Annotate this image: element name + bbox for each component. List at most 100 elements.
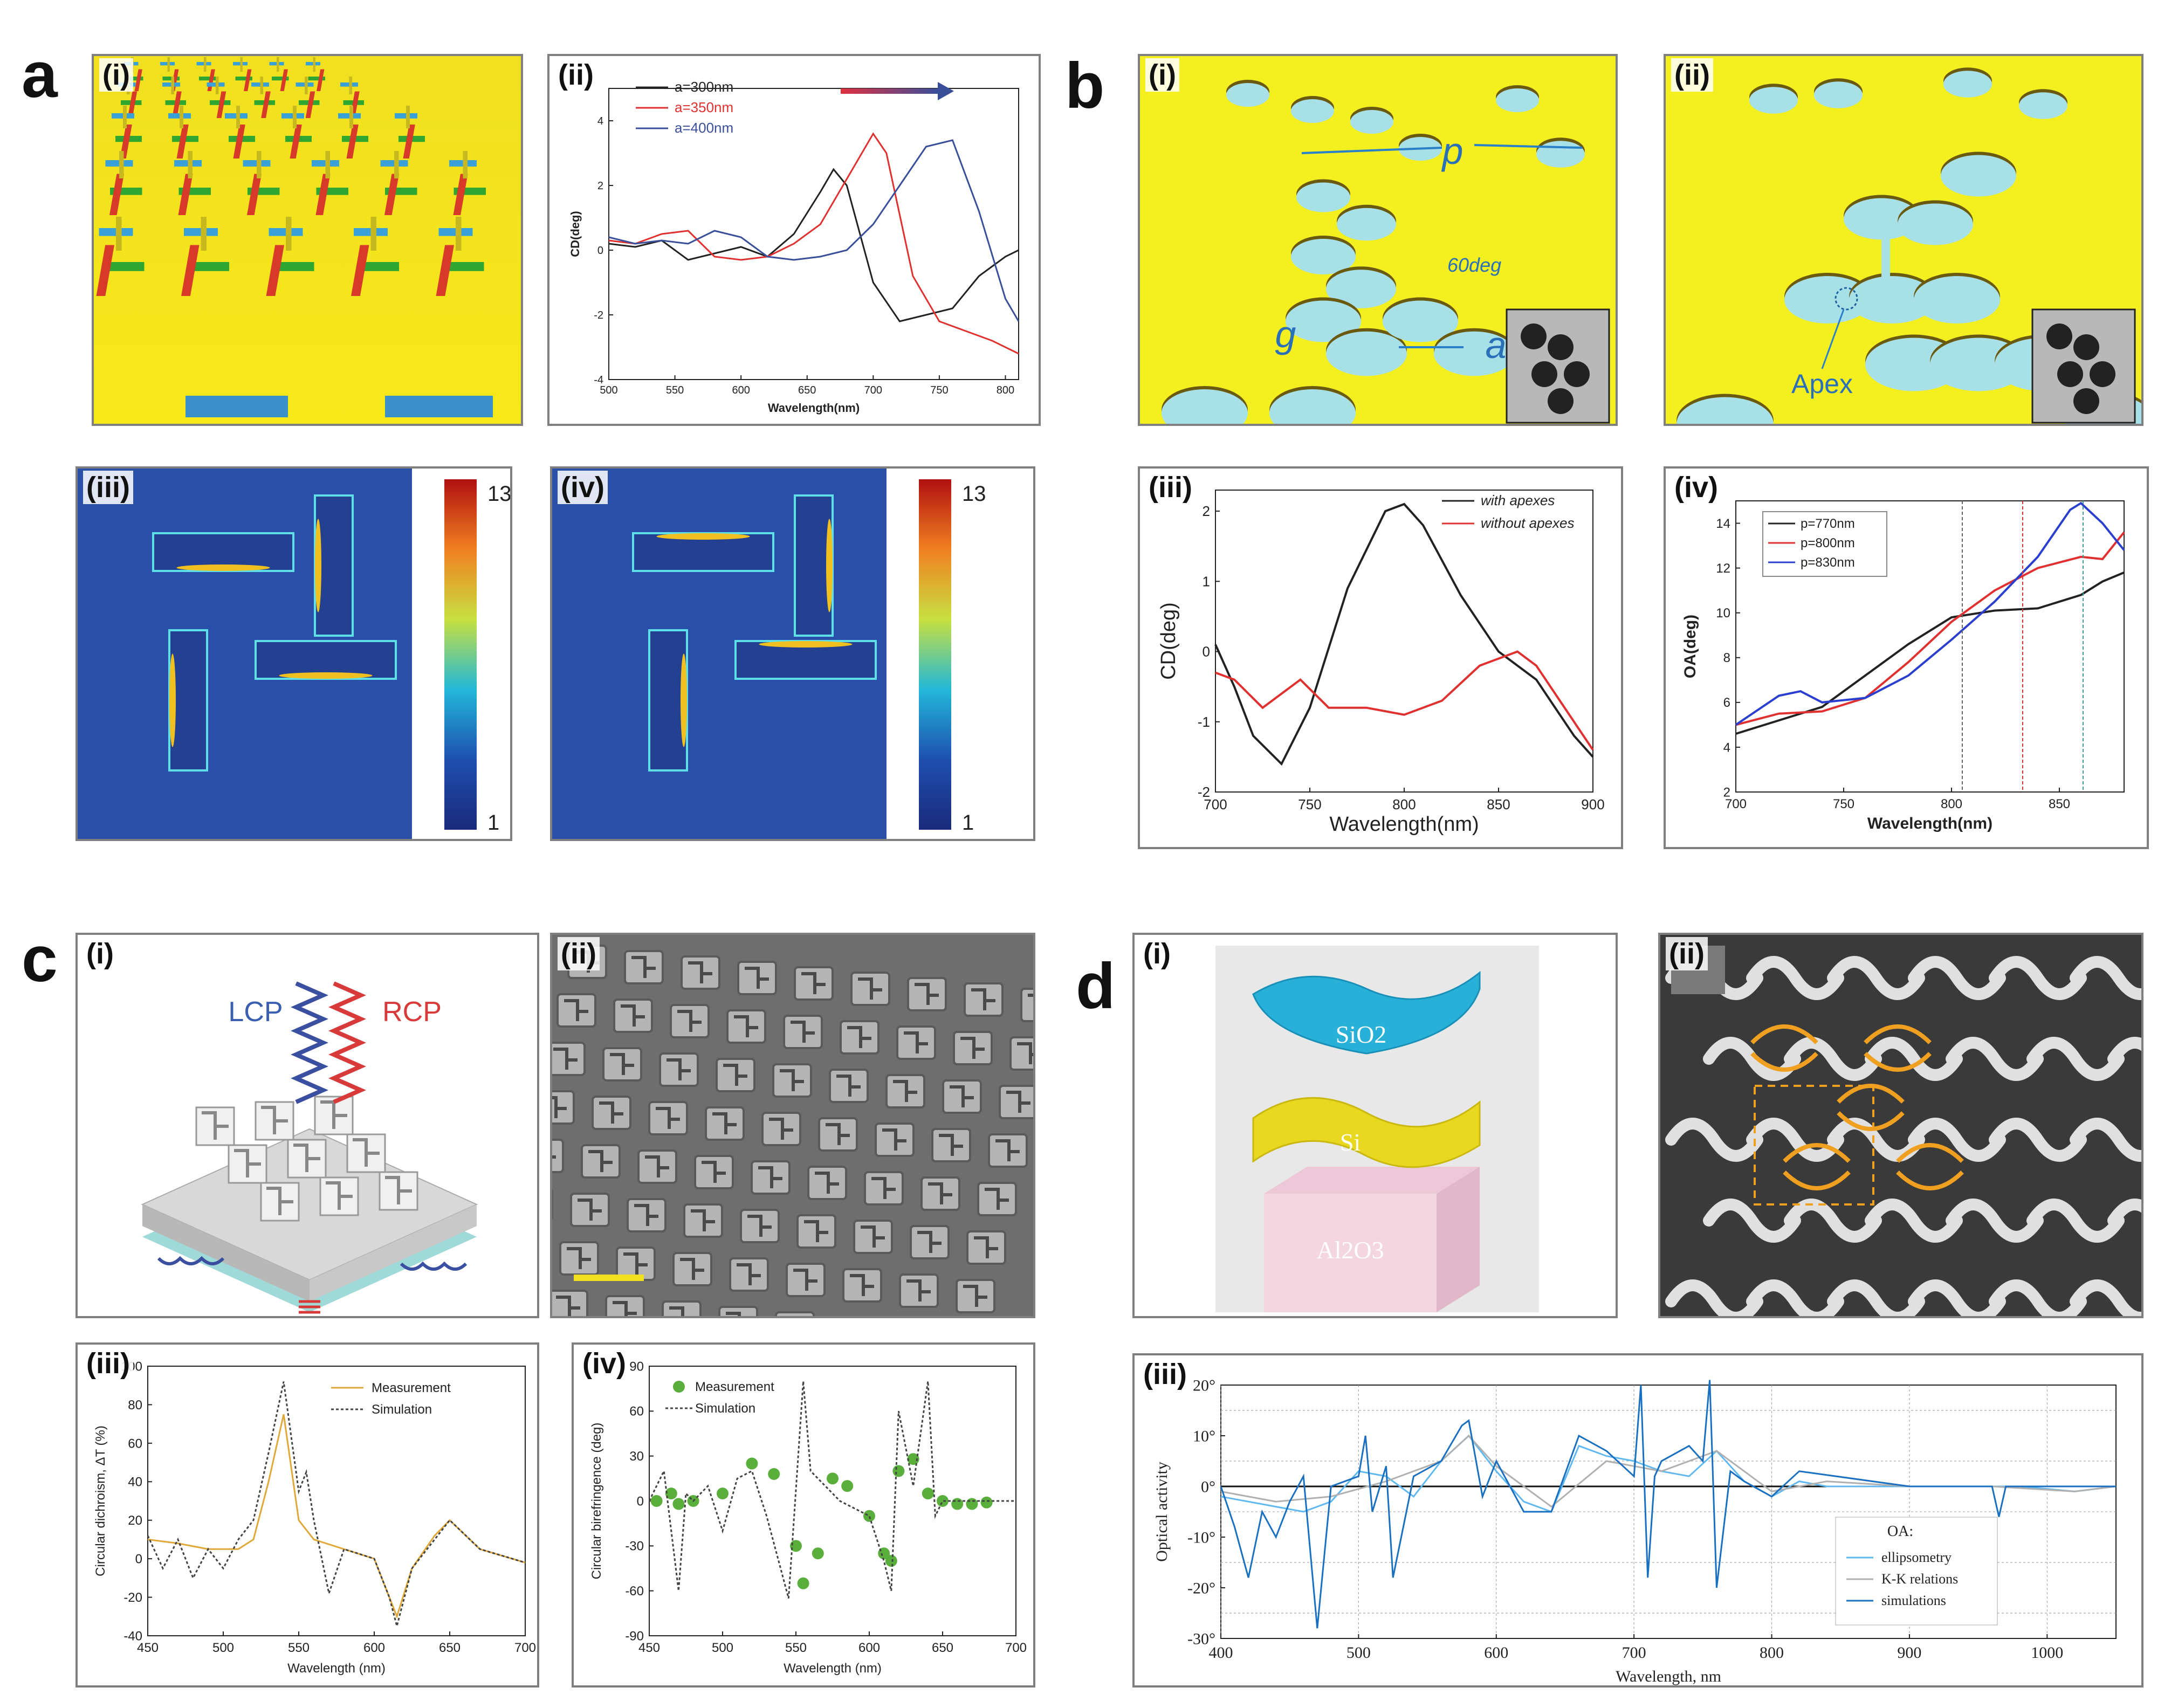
x-tick-label: 500: [1346, 1644, 1371, 1662]
green-bar: [199, 77, 216, 81]
field-map-a-iv: 13 1: [552, 469, 986, 839]
bar-shadow: [116, 217, 122, 251]
legend-entry: Measurement: [695, 1380, 774, 1394]
sem-wave: [1946, 1037, 2044, 1081]
sem-pattern: [645, 1155, 669, 1177]
plot-frame: [1215, 490, 1593, 793]
hole: [1350, 110, 1393, 134]
sem-wave: [2026, 1199, 2125, 1243]
sub-label-c-iii: (iii): [83, 1347, 133, 1380]
x-tick-label: 800: [1760, 1644, 1784, 1662]
sem-wave: [1827, 956, 1925, 1000]
green-bar: [189, 262, 229, 271]
legend-box: [1835, 1517, 1998, 1626]
red-bar: [384, 174, 400, 215]
data-point: [672, 1498, 685, 1510]
data-point: [841, 1480, 854, 1492]
x-tick-label: 700: [864, 384, 882, 396]
x-tick-label: 800: [997, 384, 1014, 396]
slab-side: [142, 1204, 310, 1301]
red-bar: [351, 245, 369, 296]
red-bar: [246, 174, 262, 215]
sem-hole: [2046, 323, 2072, 349]
rotation-arrow: [1837, 1084, 1905, 1104]
hole: [1326, 270, 1396, 308]
plot-frame: [1735, 500, 2125, 793]
sem-pattern: [917, 1231, 942, 1253]
sem-wave: [1989, 1118, 2087, 1162]
sem-pattern: [723, 1064, 747, 1086]
y-tick-label: 0: [637, 1494, 644, 1509]
red-bar: [521, 245, 523, 297]
x-tick-label: 450: [137, 1641, 159, 1655]
x-tick-label: 700: [1204, 796, 1227, 812]
x-tick-label: 650: [932, 1641, 953, 1655]
y-tick-label: 10: [1716, 606, 1730, 621]
b-i-hole-array-rendering: p g a 60deg: [1140, 56, 1616, 424]
panel-a-iv: 13 1 (iv): [550, 466, 1035, 841]
colorbar: [444, 479, 477, 830]
p-arrow: [1301, 147, 1442, 154]
panel-c-ii: (ii): [550, 933, 1035, 1318]
rotation-arrow: [1783, 1170, 1851, 1190]
y-tick-label: 8: [1723, 651, 1730, 665]
red-bar: [181, 245, 200, 296]
c-i-chiral-structure-illustration: LCP RCP: [141, 981, 478, 1314]
chiral-pattern: [353, 1138, 380, 1167]
red-bar: [178, 174, 193, 215]
y-tick-label: -90: [625, 1629, 644, 1643]
data-point: [885, 1555, 897, 1567]
panel-letter-c: c: [22, 923, 58, 995]
legend-entry: a=350nm: [675, 99, 733, 115]
sub-label-b-i: (i): [1145, 58, 1179, 92]
chiral-pattern: [320, 1100, 347, 1129]
y-axis-label: Circular birefringence (deg): [589, 1423, 604, 1580]
y-tick-label: 10°: [1193, 1428, 1215, 1445]
data-point: [951, 1498, 964, 1510]
data-point: [827, 1472, 839, 1485]
sem-pattern: [669, 1306, 684, 1316]
x-tick-label: 500: [712, 1641, 733, 1655]
chiral-pattern: [202, 1111, 229, 1140]
sem-hole: [1564, 361, 1590, 387]
chiral-pattern: [385, 1176, 412, 1204]
sem-wave: [1665, 1118, 1763, 1162]
sem-unit: [552, 1139, 564, 1173]
legend-box: [1762, 511, 1887, 577]
sem-wave: [1946, 1199, 2044, 1243]
sem-pattern: [677, 1010, 702, 1032]
sem-wave: [1989, 956, 2087, 1000]
x-axis-label: Wavelength, nm: [1616, 1668, 1721, 1685]
sem-pattern: [680, 1258, 704, 1280]
panel-b-iv: 700 750 800 850 14 12 10 8 6 4 2 Wavelength(nm) OA(d…: [1664, 466, 2149, 849]
chiral-pattern: [234, 1149, 261, 1177]
green-bar: [105, 262, 145, 271]
sem-pattern: [656, 1107, 680, 1129]
sem-wave: [1908, 1279, 2006, 1316]
sem-pattern: [847, 1026, 871, 1048]
sem-pattern: [737, 1263, 761, 1285]
series-line: [1735, 501, 2125, 726]
sem-pattern: [1006, 1091, 1030, 1113]
rotation-arrow: [1837, 1111, 1905, 1131]
bar-shadow: [463, 151, 468, 178]
sem-pattern: [769, 1118, 793, 1140]
bar-shadow: [188, 151, 193, 178]
y-tick-label: 80: [128, 1398, 142, 1413]
b-ii-hole-array-rendering: Apex: [1666, 56, 2141, 424]
rcp-label: RCP: [382, 996, 442, 1028]
hole: [1814, 81, 1863, 108]
sem-pattern: [702, 1161, 726, 1183]
y-tick-label: 14: [1716, 516, 1730, 531]
sem-wave: [2070, 956, 2141, 1000]
series-line: [1220, 1380, 2116, 1629]
sio2-layer: [1252, 970, 1481, 1055]
red-bar: [305, 91, 315, 118]
x-axis-label: Wavelength(nm): [1329, 813, 1479, 836]
x-tick-label: 900: [1581, 796, 1604, 812]
hotspot: [315, 519, 321, 612]
red-bar: [266, 245, 284, 296]
sub-label-b-ii: (ii): [1671, 58, 1713, 92]
y-tick-label: 60: [629, 1404, 644, 1419]
series-line: [1735, 531, 2125, 726]
